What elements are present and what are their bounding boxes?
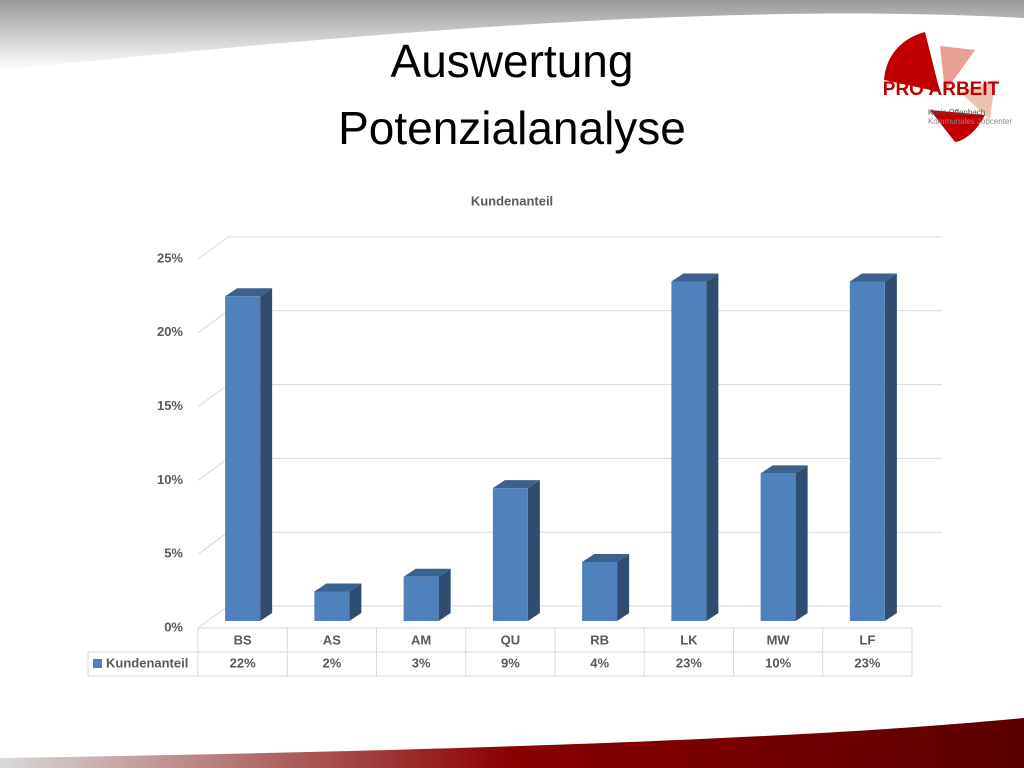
y-tick-label: 20%: [157, 324, 183, 339]
bar-top: [760, 465, 808, 474]
bar-top: [314, 583, 362, 592]
bar: [849, 281, 885, 621]
x-tick-label: LK: [680, 632, 698, 647]
bar-side: [438, 568, 451, 621]
footer-swoosh: [0, 718, 1024, 768]
logo-shape: [960, 80, 995, 120]
bar-side: [527, 480, 540, 621]
bar: [492, 488, 528, 621]
grid-line: [197, 384, 229, 408]
grid-line: [197, 310, 229, 334]
bar-side: [795, 465, 808, 621]
grid-line: [197, 531, 229, 555]
data-table-value: 10%: [765, 655, 791, 670]
bar-side: [617, 553, 630, 621]
legend-swatch: [93, 659, 102, 668]
bar-top: [849, 273, 897, 282]
slide-title: Auswertung: [391, 35, 634, 87]
x-tick-label: QU: [501, 632, 521, 647]
header-swoosh: [0, 0, 1024, 70]
bar-top: [582, 553, 630, 562]
logo: PRO ARBEIT Kreis Offenbach Kommunales Jo…: [883, 32, 1012, 142]
grid-line: [197, 605, 229, 629]
bar: [671, 281, 707, 621]
bar: [760, 473, 796, 621]
x-tick-label: AS: [323, 632, 341, 647]
data-table-value: 4%: [590, 655, 609, 670]
bar-top: [492, 480, 540, 489]
bar-top: [403, 568, 451, 577]
bar: [582, 561, 618, 621]
data-table-value: 2%: [322, 655, 341, 670]
x-tick-label: MW: [767, 632, 791, 647]
grid-line: [197, 236, 229, 260]
x-tick-label: RB: [590, 632, 609, 647]
bar-top: [225, 288, 273, 297]
bar-side: [884, 273, 897, 621]
x-tick-label: BS: [234, 632, 252, 647]
y-tick-label: 10%: [157, 472, 183, 487]
logo-shape: [940, 46, 975, 92]
logo-shape: [884, 32, 940, 92]
logo-line: Kreis Offenbach: [928, 108, 985, 117]
y-tick-label: 5%: [164, 546, 183, 561]
data-table-value: 3%: [412, 655, 431, 670]
bar: [314, 591, 350, 621]
data-table-value: 22%: [230, 655, 256, 670]
logo-line: Kommunales Jobcenter: [928, 117, 1012, 126]
x-tick-label: AM: [411, 632, 431, 647]
data-table-value: 9%: [501, 655, 520, 670]
y-tick-label: 25%: [157, 250, 183, 265]
chart-title: Kundenanteil: [471, 193, 553, 208]
bar-side: [706, 273, 719, 621]
x-tick-label: LF: [859, 632, 875, 647]
y-tick-label: 0%: [164, 619, 183, 634]
legend-label: Kundenanteil: [106, 655, 188, 670]
bar-side: [349, 583, 362, 621]
bar-top: [671, 273, 719, 282]
slide-title: Potenzialanalyse: [338, 102, 686, 154]
grid-line: [197, 457, 229, 481]
logo-shape: [930, 110, 985, 142]
data-table-value: 23%: [676, 655, 702, 670]
bar: [225, 296, 261, 621]
data-table-value: 23%: [854, 655, 880, 670]
logo-name: PRO ARBEIT: [883, 79, 1000, 100]
bar: [403, 576, 439, 621]
bar-side: [260, 288, 273, 621]
y-tick-label: 15%: [157, 398, 183, 413]
